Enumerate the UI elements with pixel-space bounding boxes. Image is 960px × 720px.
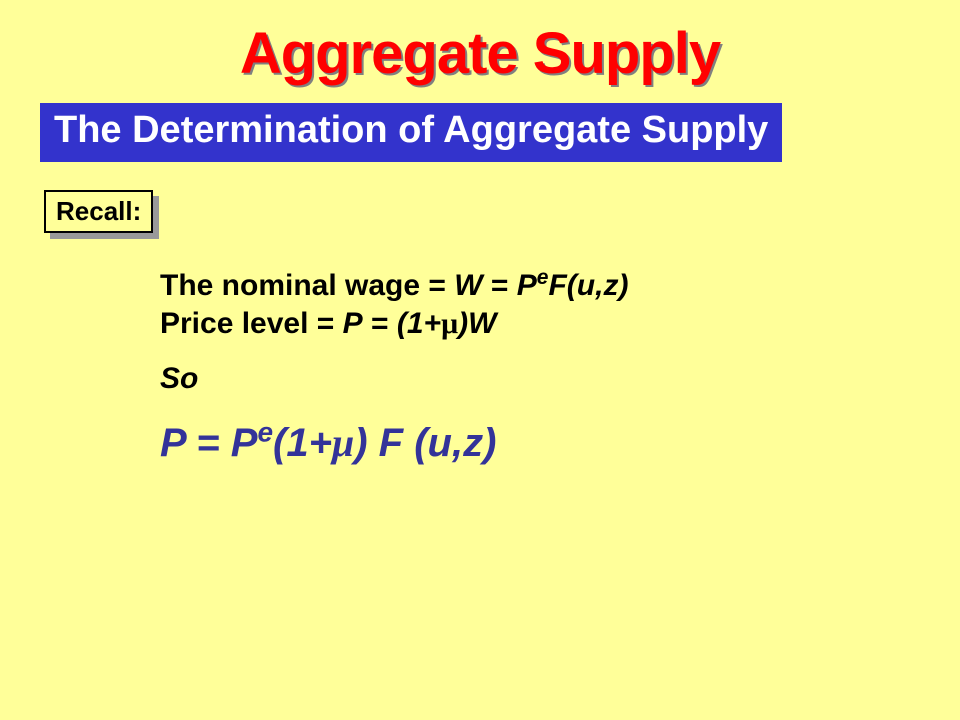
so-label: So bbox=[160, 360, 920, 398]
recall-box: Recall: bbox=[44, 190, 153, 233]
mu-2: μ bbox=[332, 420, 354, 465]
var-Fuz: F(u,z) bbox=[548, 269, 628, 302]
text-nominal-wage: The nominal wage = bbox=[160, 269, 454, 302]
text-price-level: Price level = bbox=[160, 307, 343, 340]
content-block: The nominal wage = W = PeF(u,z) Price le… bbox=[160, 267, 920, 468]
equation-final: P = Pe(1+μ) F (u,z) bbox=[160, 418, 920, 468]
var-W: W bbox=[454, 269, 482, 302]
var-P2: P bbox=[343, 307, 363, 340]
slide: Aggregate Supply Aggregate Supply The De… bbox=[0, 0, 960, 720]
final-P-eq-P: P = P bbox=[160, 421, 257, 465]
slide-title: Aggregate Supply Aggregate Supply bbox=[40, 20, 920, 87]
text-eq1: = bbox=[483, 269, 517, 302]
sup-e-2: e bbox=[257, 416, 273, 447]
final-Fuz: ) F (u,z) bbox=[354, 421, 496, 465]
equation-line-1: The nominal wage = W = PeF(u,z) bbox=[160, 267, 920, 305]
text-1plus: (1+ bbox=[397, 307, 441, 340]
sup-e-1: e bbox=[537, 266, 549, 289]
recall-label: Recall: bbox=[44, 190, 153, 233]
title-main: Aggregate Supply bbox=[240, 21, 720, 86]
mu-1: μ bbox=[441, 307, 458, 340]
equation-line-2: Price level = P = (1+μ)W bbox=[160, 305, 920, 343]
subtitle-bar: The Determination of Aggregate Supply bbox=[40, 103, 782, 162]
var-P: P bbox=[517, 269, 537, 302]
text-eq2: = bbox=[363, 307, 397, 340]
text-close-W: )W bbox=[458, 307, 496, 340]
final-1plus: (1+ bbox=[273, 421, 332, 465]
